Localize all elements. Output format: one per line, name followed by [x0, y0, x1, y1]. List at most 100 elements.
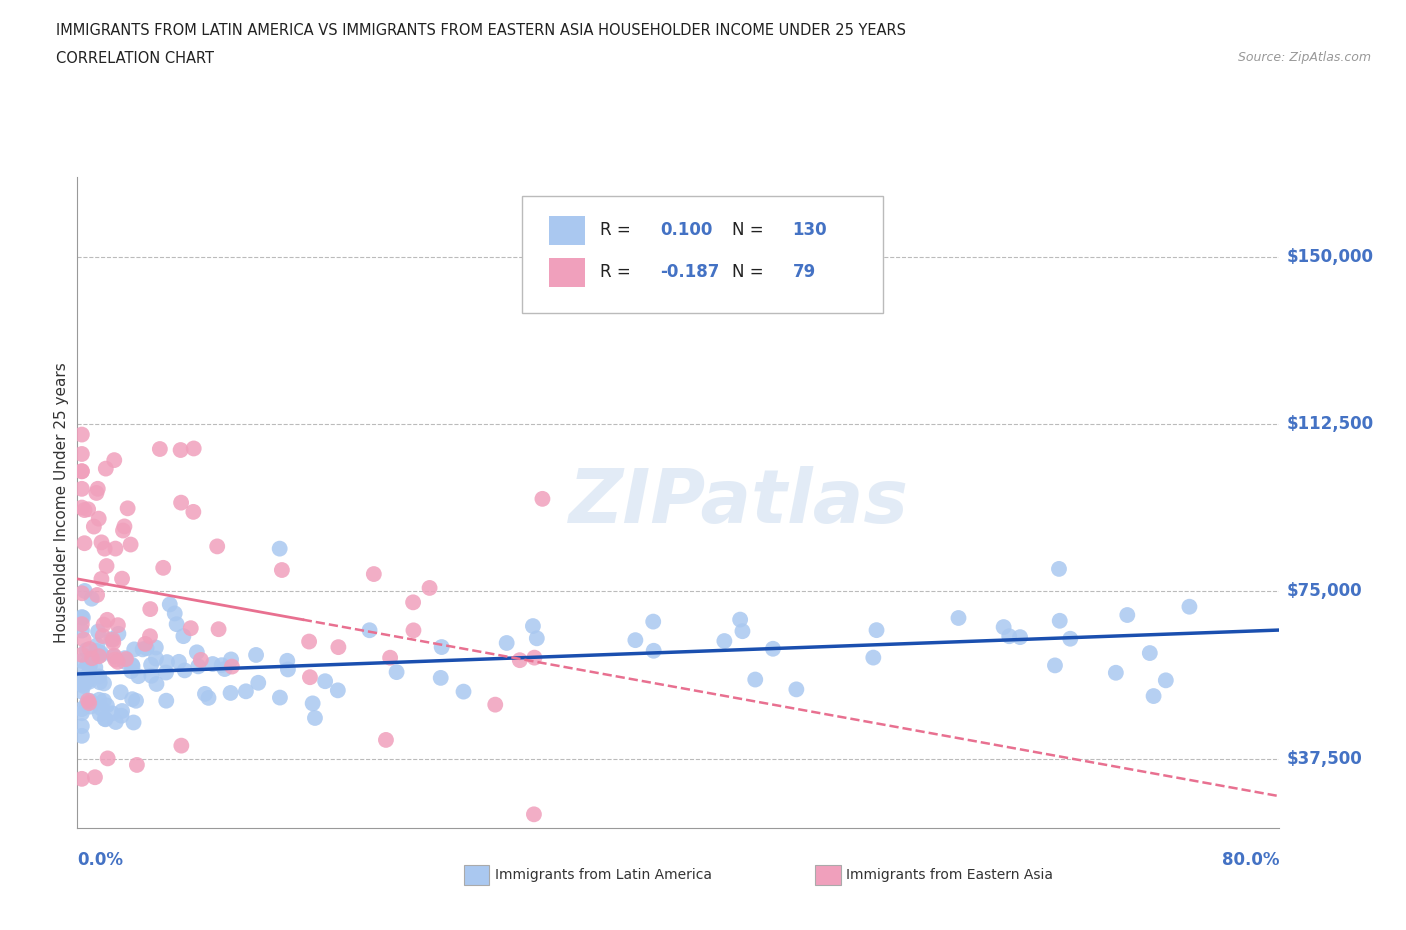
Point	[70, 647, 93, 662]
Point	[173, 663, 195, 678]
Point	[131, 642, 153, 657]
Text: 80.0%: 80.0%	[1222, 851, 1279, 869]
Point	[219, 685, 242, 700]
Point	[314, 673, 336, 688]
Point	[70, 446, 93, 461]
Point	[522, 618, 544, 633]
Point	[100, 631, 122, 646]
Point	[163, 606, 186, 621]
Point	[70, 706, 93, 721]
Point	[526, 631, 548, 645]
Point	[90, 535, 112, 550]
Point	[145, 651, 167, 666]
Point	[110, 709, 132, 724]
Point	[1047, 562, 1070, 577]
Text: R =: R =	[600, 263, 637, 282]
Point	[70, 617, 93, 631]
Point	[79, 694, 101, 709]
Point	[731, 624, 754, 639]
Point	[122, 642, 145, 657]
Point	[1059, 631, 1081, 646]
Point	[429, 671, 451, 685]
Point	[145, 640, 167, 655]
Point	[363, 566, 385, 581]
Point	[509, 653, 531, 668]
Point	[531, 491, 554, 506]
Point	[70, 771, 93, 786]
Point	[523, 650, 546, 665]
Point	[80, 699, 103, 714]
Point	[402, 623, 425, 638]
Point	[378, 650, 401, 665]
Point	[1178, 599, 1201, 614]
Point	[96, 698, 118, 713]
Point	[70, 464, 93, 479]
Point	[111, 703, 134, 718]
Point	[73, 632, 96, 647]
Point	[269, 690, 291, 705]
Point	[298, 634, 321, 649]
Point	[91, 629, 114, 644]
Point	[111, 571, 134, 586]
Point	[170, 738, 193, 753]
Bar	[548, 258, 585, 287]
Point	[713, 633, 735, 648]
Point	[998, 629, 1021, 644]
Point	[269, 541, 291, 556]
Point	[862, 650, 884, 665]
Point	[70, 500, 93, 515]
Text: CORRELATION CHART: CORRELATION CHART	[56, 51, 214, 66]
Point	[166, 617, 188, 631]
Point	[79, 674, 101, 689]
Point	[359, 623, 381, 638]
Point	[70, 654, 93, 669]
Point	[117, 501, 139, 516]
Point	[70, 676, 93, 691]
FancyBboxPatch shape	[522, 196, 883, 313]
Point	[94, 711, 117, 726]
Point	[1043, 658, 1066, 672]
Point	[125, 758, 148, 773]
Point	[96, 612, 118, 627]
Point	[301, 696, 323, 711]
Point	[90, 647, 112, 662]
Text: IMMIGRANTS FROM LATIN AMERICA VS IMMIGRANTS FROM EASTERN ASIA HOUSEHOLDER INCOME: IMMIGRANTS FROM LATIN AMERICA VS IMMIGRA…	[56, 23, 907, 38]
Point	[865, 623, 887, 638]
Point	[72, 610, 94, 625]
Point	[993, 619, 1015, 634]
Text: N =: N =	[733, 263, 769, 282]
Point	[77, 502, 100, 517]
Point	[76, 656, 98, 671]
Point	[121, 658, 143, 672]
Point	[523, 807, 546, 822]
Point	[77, 696, 100, 711]
Point	[86, 638, 108, 653]
Point	[155, 665, 177, 680]
Text: $37,500: $37,500	[1286, 750, 1362, 767]
Point	[1116, 607, 1139, 622]
Point	[328, 640, 350, 655]
Point	[205, 539, 228, 554]
Point	[495, 635, 517, 650]
Point	[70, 586, 93, 601]
Point	[1154, 673, 1177, 688]
Point	[70, 728, 93, 743]
Point	[87, 644, 110, 659]
Point	[326, 683, 349, 698]
Point	[484, 698, 506, 712]
Point	[90, 571, 112, 586]
Text: 130: 130	[793, 221, 827, 239]
Point	[183, 441, 205, 456]
Point	[169, 443, 191, 458]
Point	[103, 648, 125, 663]
Point	[402, 595, 425, 610]
Point	[453, 684, 475, 699]
Point	[120, 538, 142, 552]
Text: N =: N =	[733, 221, 769, 239]
Point	[79, 654, 101, 669]
Text: $75,000: $75,000	[1286, 582, 1362, 601]
Point	[197, 690, 219, 705]
Point	[190, 653, 212, 668]
Point	[785, 682, 807, 697]
Point	[70, 464, 93, 479]
